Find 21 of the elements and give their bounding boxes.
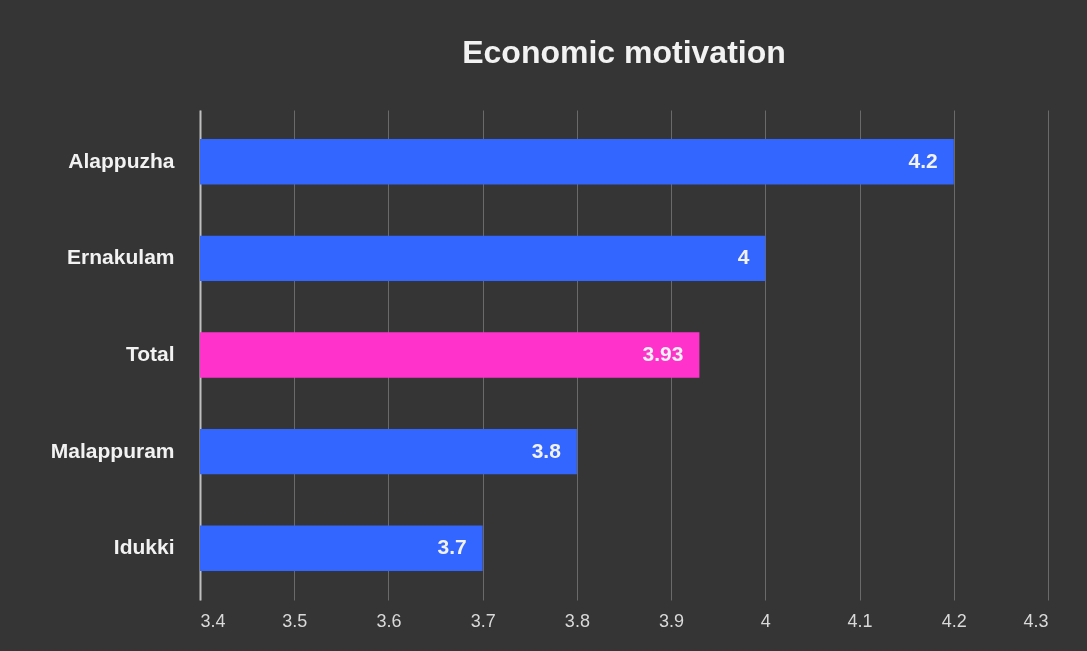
data-label: 3.93 bbox=[642, 342, 684, 365]
y-tick-label: Ernakulam bbox=[67, 245, 175, 269]
y-tick-label: Malappuram bbox=[50, 438, 175, 462]
data-label: 4 bbox=[737, 245, 750, 269]
x-tick-label: 3.9 bbox=[659, 610, 685, 631]
y-tick-label: Total bbox=[125, 342, 175, 365]
data-label: 3.8 bbox=[531, 438, 562, 462]
x-tick-label: 3.7 bbox=[470, 610, 496, 631]
x-tick-label: 3.4 bbox=[200, 610, 226, 631]
x-tick-label: 4.1 bbox=[847, 610, 873, 631]
x-tick-label: 3.6 bbox=[376, 610, 402, 631]
x-tick-label: 4 bbox=[760, 610, 771, 631]
y-tick-label: Alappuzha bbox=[68, 148, 175, 172]
x-tick-label: 3.5 bbox=[282, 610, 308, 631]
x-tick-label: 3.8 bbox=[564, 610, 590, 631]
data-label: 4.2 bbox=[908, 148, 938, 172]
data-label: 3.7 bbox=[437, 535, 467, 559]
x-tick-label: 4.3 bbox=[1023, 610, 1049, 631]
x-tick-label: 4.2 bbox=[941, 610, 967, 631]
chart-title: Economic motivation bbox=[462, 34, 786, 70]
y-tick-label: Idukki bbox=[113, 535, 175, 559]
